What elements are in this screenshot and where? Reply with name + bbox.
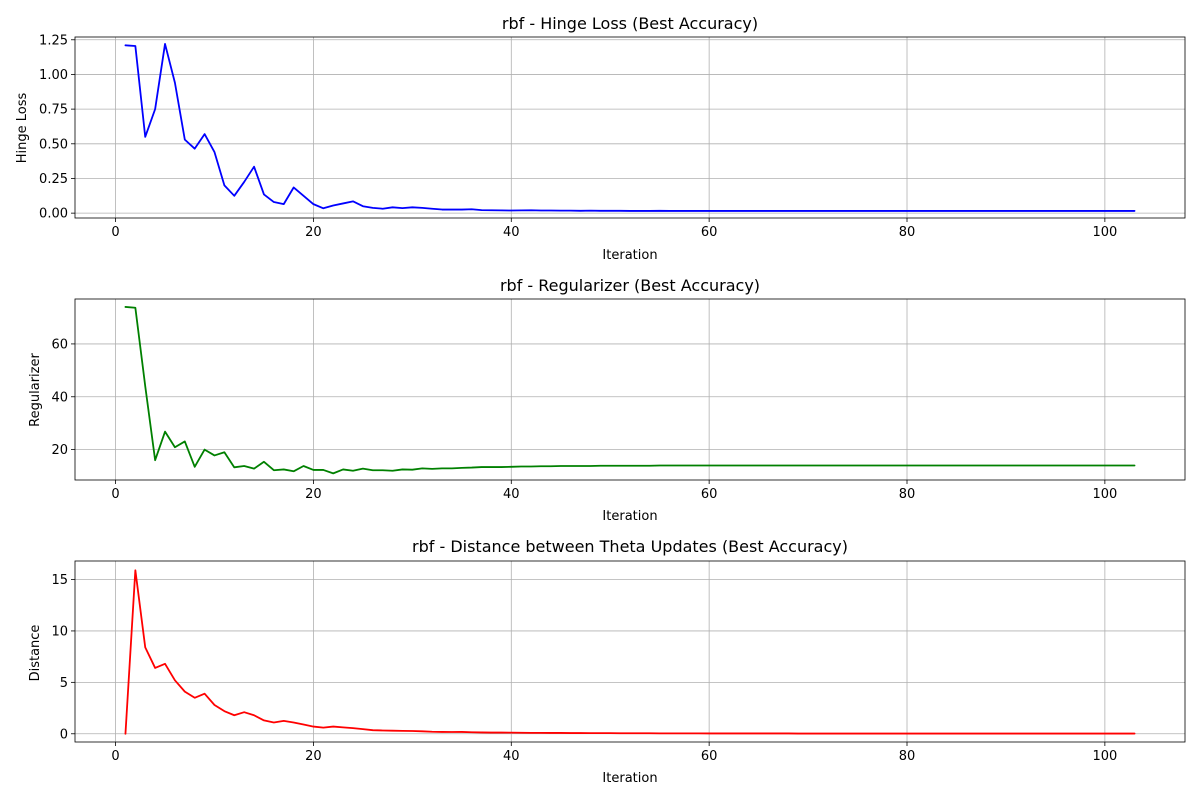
plot-frame <box>74 298 1186 481</box>
y-tick-label: 0.00 <box>39 207 68 222</box>
x-tick-label: 60 <box>701 225 718 240</box>
series-line <box>124 43 1136 212</box>
x-tick-label: 0 <box>111 749 119 764</box>
x-tick-label: 80 <box>899 487 916 502</box>
plot-frame <box>74 560 1186 743</box>
hinge-loss-chart: rbf - Hinge Loss (Best Accuracy) Iterati… <box>15 14 1186 263</box>
x-tick-label: 20 <box>305 749 322 764</box>
x-tick-label: 20 <box>305 225 322 240</box>
x-axis-label: Iteration <box>602 509 657 524</box>
x-tick-label: 0 <box>111 487 119 502</box>
chart-title: rbf - Distance between Theta Updates (Be… <box>412 537 848 556</box>
chart-title: rbf - Hinge Loss (Best Accuracy) <box>502 14 758 33</box>
y-axis-label: Hinge Loss <box>15 93 30 164</box>
x-tick-label: 60 <box>701 749 718 764</box>
x-tick-label: 40 <box>503 749 520 764</box>
x-tick-label: 40 <box>503 225 520 240</box>
x-tick-label: 100 <box>1092 487 1117 502</box>
y-axis-label: Regularizer <box>28 353 43 427</box>
y-tick-label: 10 <box>51 624 68 639</box>
x-axis-label: Iteration <box>602 248 657 263</box>
series-line <box>124 569 1136 735</box>
x-tick-label: 40 <box>503 487 520 502</box>
y-tick-label: 1.00 <box>39 68 68 83</box>
y-tick-label: 40 <box>51 390 68 405</box>
y-tick-label: 1.25 <box>39 33 68 48</box>
y-tick-label: 0.25 <box>39 172 68 187</box>
x-tick-label: 80 <box>899 225 916 240</box>
y-tick-label: 20 <box>51 443 68 458</box>
theta-distance-chart: rbf - Distance between Theta Updates (Be… <box>28 537 1186 786</box>
x-tick-label: 100 <box>1092 749 1117 764</box>
x-tick-label: 100 <box>1092 225 1117 240</box>
x-tick-label: 20 <box>305 487 322 502</box>
chart-title: rbf - Regularizer (Best Accuracy) <box>500 276 760 295</box>
x-axis-label: Iteration <box>602 771 657 786</box>
series-line <box>124 306 1136 475</box>
y-tick-label: 60 <box>51 337 68 352</box>
x-tick-label: 60 <box>701 487 718 502</box>
x-tick-label: 0 <box>111 225 119 240</box>
regularizer-chart: rbf - Regularizer (Best Accuracy) Iterat… <box>28 276 1186 524</box>
y-tick-label: 0.75 <box>39 103 68 118</box>
x-tick-label: 80 <box>899 749 916 764</box>
y-tick-label: 0 <box>60 727 68 742</box>
y-tick-label: 15 <box>51 573 68 588</box>
y-axis-label: Distance <box>28 625 43 682</box>
plot-frame <box>74 36 1186 219</box>
y-tick-label: 0.50 <box>39 137 68 152</box>
y-tick-label: 5 <box>60 676 68 691</box>
